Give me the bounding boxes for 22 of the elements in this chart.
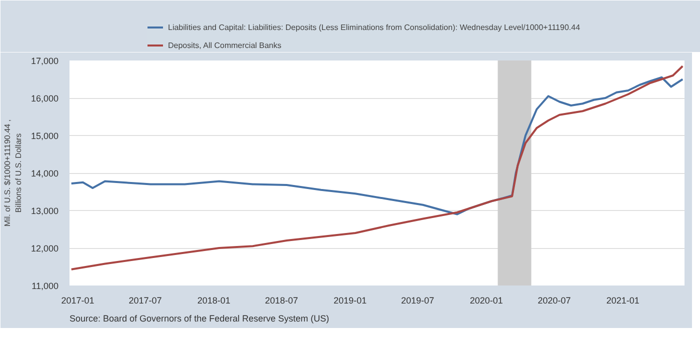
line-series <box>70 76 684 216</box>
x-tick-label: 2018-07 <box>264 296 298 306</box>
y-tick-label: 14,000 <box>30 168 59 178</box>
x-tick-label: 2020-01 <box>470 296 503 306</box>
line-series <box>70 65 684 270</box>
legend-label: Liabilities and Capital: Liabilities: Deposits (Less Eliminations from Consolidation): Wednesday Level/1000+11190.44 <box>168 22 580 32</box>
y-tick-label: 13,000 <box>30 206 59 216</box>
y-tick-label: 12,000 <box>30 244 59 254</box>
x-tick-label: 2020-07 <box>538 296 571 306</box>
y-tick-label: 17,000 <box>30 56 59 66</box>
x-tick-label: 2021-01 <box>606 296 640 306</box>
y-tick-label: 16,000 <box>30 94 59 104</box>
x-tick-label: 2017-07 <box>128 296 162 306</box>
x-tick-label: 2019-07 <box>401 296 434 306</box>
source-note: Source: Board of Governors of the Federal Reserve System (US) <box>70 314 330 324</box>
legend-label: Deposits, All Commercial Banks <box>168 40 282 50</box>
y-tick-label: 15,000 <box>30 131 59 141</box>
y-tick-label: 11,000 <box>32 281 58 291</box>
x-tick-label: 2018-01 <box>197 296 230 306</box>
x-tick-label: 2017-01 <box>61 296 94 306</box>
x-tick-label: 2019-01 <box>334 296 367 306</box>
y-axis-title: Mil. of U.S. $/1000+11190.44 , Billions of U.S. Dollars <box>3 119 23 227</box>
